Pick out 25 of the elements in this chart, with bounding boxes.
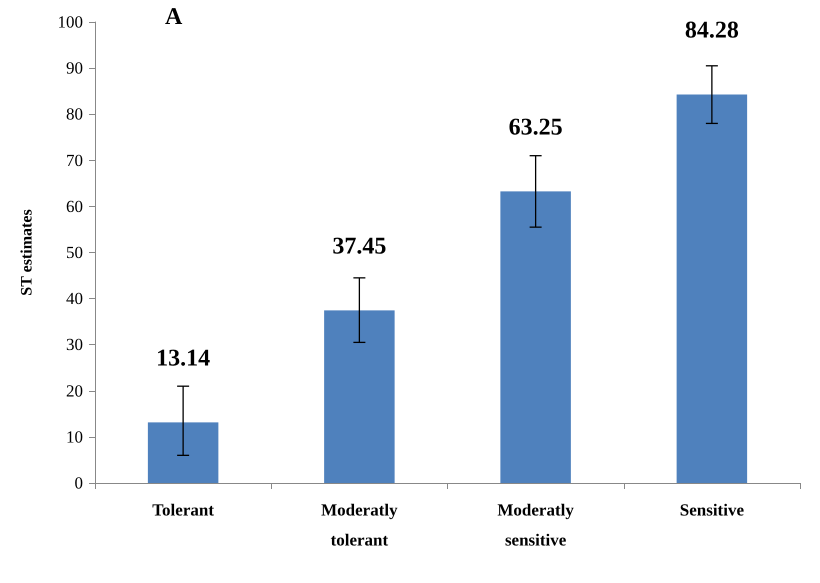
data-label: 37.45 <box>332 233 386 260</box>
data-label: 84.28 <box>684 17 739 44</box>
bar <box>148 422 218 483</box>
data-label: 63.25 <box>508 114 563 140</box>
y-tick-label: 10 <box>66 427 83 446</box>
y-tick-label: 70 <box>66 150 83 170</box>
x-tick-label: Tolerant <box>152 500 214 520</box>
y-tick-label: 90 <box>66 58 83 78</box>
bar <box>676 94 748 483</box>
y-tick-label: 60 <box>66 196 83 216</box>
y-tick-label: 0 <box>74 474 83 492</box>
bar <box>500 191 571 483</box>
y-tick-label: 80 <box>66 104 83 124</box>
bar <box>324 310 395 483</box>
x-tick-label: Moderatly tolerant <box>321 500 398 550</box>
y-tick-label: 20 <box>66 381 83 400</box>
x-tick-label: Sensitive <box>680 500 744 520</box>
chart-title: A <box>165 4 183 30</box>
y-tick-label: 40 <box>66 289 83 308</box>
y-tick-label: 50 <box>66 243 83 262</box>
y-axis-title: ST estimates <box>18 209 36 296</box>
y-tick-label: 100 <box>58 12 83 32</box>
y-tick-label: 30 <box>66 335 83 354</box>
data-label: 13.14 <box>156 345 210 372</box>
x-tick-label: Moderatly sensitive <box>497 500 574 550</box>
